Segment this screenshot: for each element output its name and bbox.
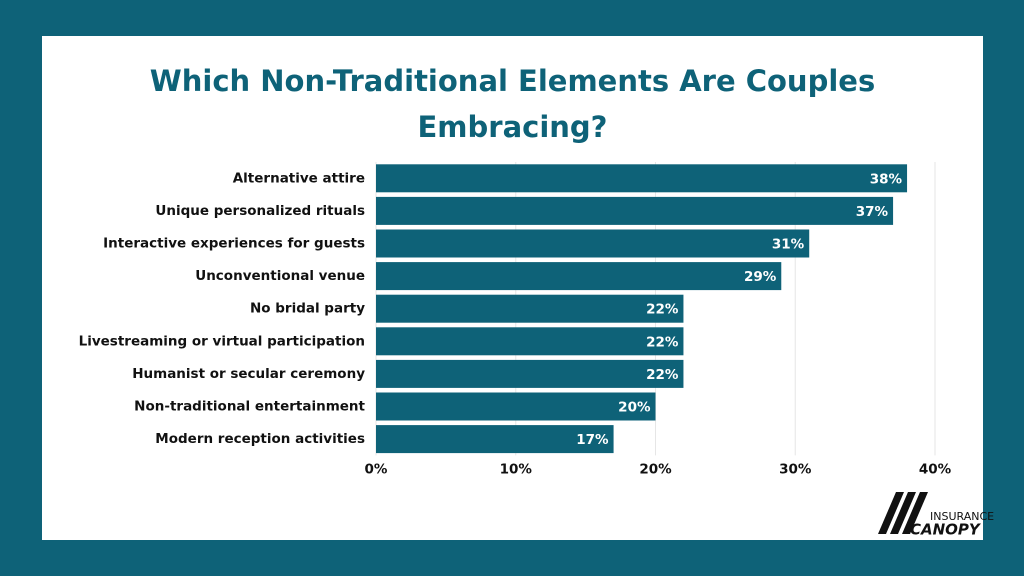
value-label: 29% <box>744 269 777 285</box>
y-tick-label: No bridal party <box>250 301 365 317</box>
y-tick-label: Interactive experiences for guests <box>103 236 365 252</box>
bar <box>376 164 908 193</box>
logo-mark <box>878 492 928 534</box>
bar <box>376 262 782 291</box>
bar <box>376 229 810 258</box>
logo-text: CANOPY <box>910 521 982 539</box>
y-tick-label: Alternative attire <box>233 170 365 186</box>
value-label: 22% <box>646 367 679 383</box>
x-tick-label: 20% <box>639 461 672 477</box>
value-label: 22% <box>646 302 679 318</box>
value-label: 37% <box>856 204 889 220</box>
bar <box>376 327 684 356</box>
bar <box>376 425 614 454</box>
y-tick-label: Humanist or secular ceremony <box>132 366 365 382</box>
x-tick-label: 30% <box>779 461 812 477</box>
bar <box>376 196 894 225</box>
y-tick-label: Unique personalized rituals <box>155 203 365 219</box>
x-tick-label: 0% <box>365 461 388 477</box>
bar <box>376 392 656 421</box>
y-tick-label: Modern reception activities <box>155 431 365 447</box>
value-label: 38% <box>870 171 903 187</box>
panel: Which Non-Traditional Elements Are Coupl… <box>42 36 983 540</box>
chart-title: Which Non-Traditional Elements Are Coupl… <box>149 64 876 144</box>
y-tick-label: Non-traditional entertainment <box>134 399 365 415</box>
y-tick-label: Unconventional venue <box>195 268 365 284</box>
logo-text: INSURANCE <box>930 510 994 523</box>
value-label: 17% <box>576 432 609 448</box>
y-tick-label: Livestreaming or virtual participation <box>79 333 365 349</box>
bar <box>376 294 684 323</box>
bar <box>376 359 684 388</box>
x-tick-label: 10% <box>500 461 533 477</box>
value-label: 22% <box>646 334 679 350</box>
value-label: 20% <box>618 400 651 416</box>
x-tick-label: 40% <box>919 461 952 477</box>
value-label: 31% <box>772 237 805 253</box>
